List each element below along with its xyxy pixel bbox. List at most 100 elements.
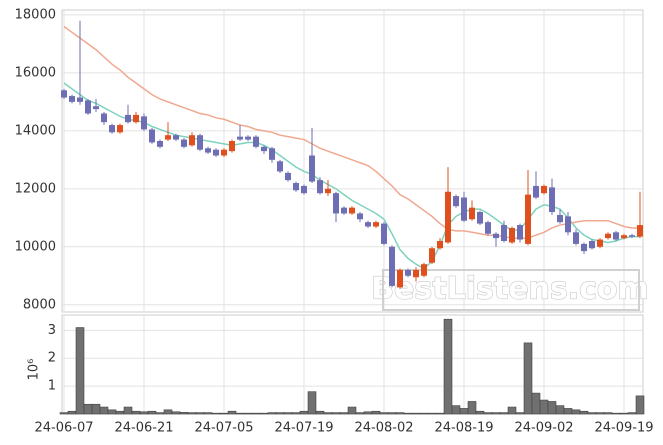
volume-bar [603, 412, 613, 415]
volume-bar [83, 403, 93, 415]
y-tick-label: 18000 [15, 7, 56, 22]
candle-body [565, 216, 571, 233]
candle-body [277, 161, 283, 172]
volume-bar [539, 399, 549, 415]
volume-bar [451, 405, 461, 415]
y-tick-label: 10000 [15, 239, 56, 254]
candle-body [325, 188, 331, 194]
candle-body [493, 233, 499, 239]
moving-average-line [63, 25, 640, 239]
candle-body [125, 114, 131, 123]
volume-bar [427, 412, 437, 415]
volume-bar [555, 405, 565, 415]
candle-body [557, 214, 563, 223]
volume-bar [315, 410, 325, 415]
candle-body [181, 139, 187, 147]
candle-body [413, 269, 419, 278]
candle-body [333, 193, 339, 214]
candle-body [525, 194, 531, 244]
candle-body [77, 97, 83, 102]
candle-body [317, 180, 323, 194]
candle-body [109, 125, 115, 133]
volume-bar [595, 412, 605, 415]
volume-bar [195, 412, 205, 415]
volume-bar [243, 412, 253, 415]
volume-bar [587, 412, 597, 415]
candle-body [229, 141, 235, 152]
candle-body [477, 212, 483, 224]
volume-bar [259, 412, 269, 415]
volume-bar [331, 412, 341, 415]
candle-body [437, 240, 443, 249]
volume-bar [499, 412, 509, 415]
price-frame [61, 9, 644, 313]
y-tick-label: 1 [48, 379, 56, 394]
candle-body [533, 185, 539, 198]
candle-body [581, 243, 587, 252]
candle-body [253, 136, 259, 147]
candle-body [621, 235, 627, 239]
volume-bar [187, 412, 197, 415]
volume-bar [507, 406, 517, 415]
candle-body [205, 148, 211, 153]
volume-bar [251, 412, 261, 415]
candle-body [101, 113, 107, 123]
candle-body [221, 149, 227, 156]
volume-bar [579, 410, 589, 415]
candle-body [589, 240, 595, 249]
x-tick-label: 24-09-19 [594, 421, 653, 436]
volume-bar [371, 410, 381, 415]
x-tick-label: 24-09-02 [514, 421, 573, 436]
volume-bar [435, 412, 445, 415]
candle-body [485, 222, 491, 234]
candle-body [381, 223, 387, 244]
volume-bar [147, 410, 157, 415]
candle-body [341, 207, 347, 214]
candle-body [373, 222, 379, 227]
volume-bar [571, 409, 581, 415]
y-tick-label: 8000 [23, 297, 56, 312]
x-tick-label: 24-06-07 [34, 421, 93, 436]
candle-body [197, 135, 203, 150]
candle-body [397, 269, 403, 288]
candle-body [469, 207, 475, 220]
candle-body [309, 155, 315, 182]
volume-bar [235, 412, 245, 415]
y-tick-label: 16000 [15, 65, 56, 80]
candle-body [349, 207, 355, 214]
volume-bar [387, 412, 397, 415]
candle-body [85, 100, 91, 114]
candle-body [293, 183, 299, 191]
volume-bar [163, 409, 173, 415]
y-tick-label: 12000 [15, 181, 56, 196]
x-tick-label: 24-07-19 [274, 421, 333, 436]
moving-average-line [63, 82, 640, 270]
candle-body [61, 90, 67, 98]
volume-bar [283, 412, 293, 415]
volume-bar [347, 406, 357, 415]
candle-body [93, 106, 99, 110]
volume-bar [483, 412, 493, 415]
candle-body [213, 149, 219, 156]
candle-body [117, 125, 123, 133]
candle-body [301, 185, 307, 194]
volume-bar [467, 401, 477, 415]
x-tick-label: 24-08-02 [354, 421, 413, 436]
candle-body [517, 225, 523, 240]
candle-body [613, 232, 619, 240]
x-tick-label: 24-08-19 [434, 421, 493, 436]
candle-body [501, 225, 507, 241]
volume-bar [459, 408, 469, 415]
candle-body [405, 269, 411, 276]
volume-bar [339, 412, 349, 415]
candle-body [157, 141, 163, 147]
candle-body [605, 233, 611, 239]
candle-body [509, 227, 515, 243]
candle-body [269, 148, 275, 160]
volume-bar [211, 412, 221, 415]
volume-bar [307, 391, 317, 415]
volume-bar [107, 409, 117, 415]
candle-body [237, 136, 243, 140]
volume-bar [611, 412, 621, 415]
candle-body [357, 213, 363, 220]
